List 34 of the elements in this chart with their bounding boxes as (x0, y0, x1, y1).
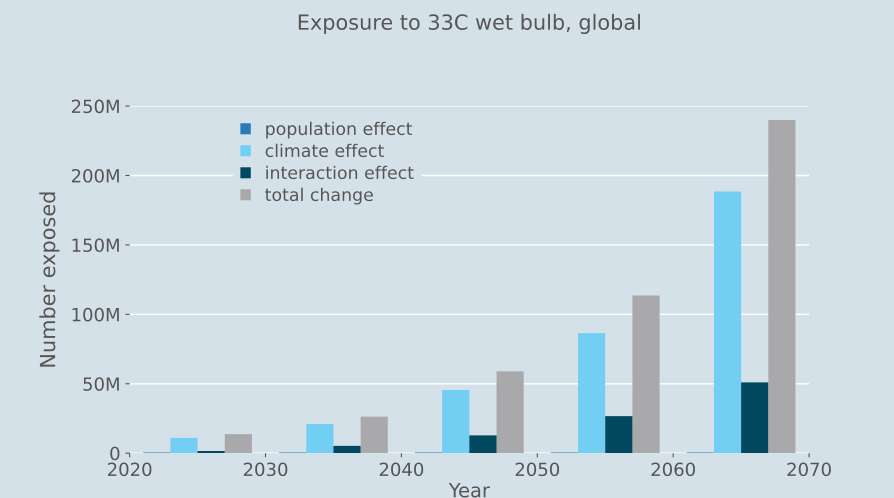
legend-label: interaction effect (266, 166, 414, 180)
y-tick-label: 100M (72, 308, 119, 322)
legend-label: total change (265, 188, 373, 205)
x-tick-label: 2050 (516, 462, 560, 476)
bar (469, 435, 497, 454)
x-tick-label: 2020 (108, 462, 152, 476)
bar (198, 450, 225, 454)
y-tick-label: 250M (72, 100, 119, 114)
x-tick-label: 2060 (652, 462, 695, 476)
y-axis-title: Number exposed (39, 192, 60, 367)
x-tick-label: 2070 (787, 462, 831, 476)
x-tick-label: 2030 (244, 462, 288, 476)
bar (578, 333, 606, 454)
bar (768, 120, 796, 454)
legend-label: climate effect (266, 144, 384, 158)
bar (632, 295, 660, 454)
y-tick-label: 50M (83, 377, 119, 391)
chart-title: Exposure to 33C wet bulb, global (298, 14, 640, 34)
bar (224, 434, 252, 454)
bar (442, 390, 470, 454)
y-tick-label: 0 (110, 446, 120, 460)
x-axis-title: Year (448, 483, 490, 498)
legend-label: population effect (266, 122, 412, 138)
x-tick-label: 2040 (380, 462, 424, 476)
bar (714, 191, 742, 454)
bar (333, 446, 361, 454)
bar (741, 382, 768, 454)
y-tick-label: 150M (72, 238, 119, 252)
bar (496, 371, 524, 454)
bar (360, 416, 388, 454)
bar (170, 438, 198, 454)
bar (306, 424, 334, 454)
bar (605, 416, 632, 454)
y-tick-label: 200M (72, 168, 119, 183)
